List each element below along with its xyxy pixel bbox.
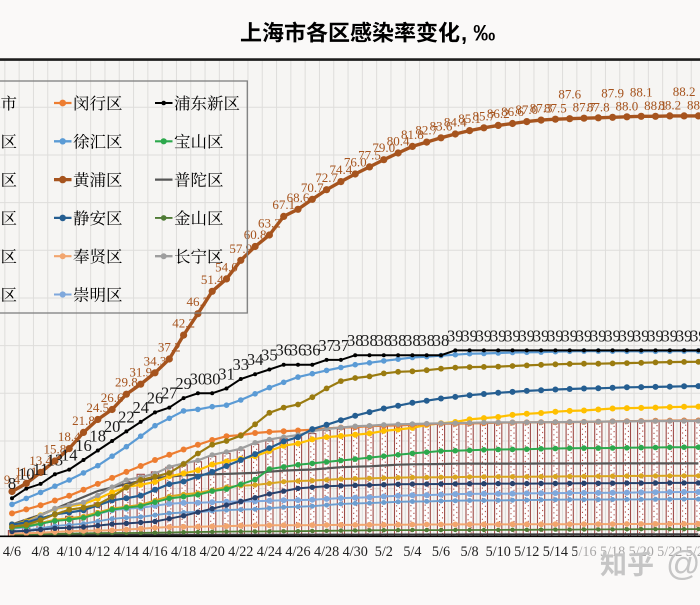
svg-text:63.2: 63.2	[258, 216, 281, 231]
svg-text:5/4: 5/4	[403, 544, 421, 560]
svg-text:34.3: 34.3	[144, 353, 167, 368]
svg-text:4/10: 4/10	[57, 544, 82, 560]
svg-text:37.2: 37.2	[158, 340, 181, 355]
svg-text:5/14: 5/14	[543, 544, 568, 560]
svg-text:88.0: 88.0	[616, 98, 639, 113]
svg-text:26.6: 26.6	[101, 390, 124, 405]
svg-text:4/6: 4/6	[3, 544, 21, 560]
svg-text:4/30: 4/30	[343, 544, 368, 560]
svg-text:4/20: 4/20	[200, 544, 225, 560]
svg-text:39: 39	[690, 326, 700, 345]
svg-text:8: 8	[8, 474, 16, 493]
svg-text:4/18: 4/18	[171, 544, 196, 560]
svg-text:4/28: 4/28	[314, 544, 339, 560]
svg-text:5/6: 5/6	[432, 544, 450, 560]
svg-text:88.2: 88.2	[658, 97, 681, 112]
svg-text:4/24: 4/24	[257, 544, 282, 560]
svg-text:4/16: 4/16	[142, 544, 167, 560]
svg-text:5/2: 5/2	[375, 544, 393, 560]
svg-text:@: @	[666, 545, 700, 583]
svg-text:, ‰: , ‰	[461, 21, 495, 46]
svg-text:54.0: 54.0	[215, 259, 238, 274]
svg-text:4/8: 4/8	[32, 544, 50, 560]
svg-text:46.7: 46.7	[187, 294, 210, 309]
svg-text:4/26: 4/26	[285, 544, 310, 560]
svg-text:42.2: 42.2	[172, 316, 195, 331]
svg-text:87.8: 87.8	[587, 99, 610, 114]
svg-text:5/8: 5/8	[461, 544, 479, 560]
svg-text:4/22: 4/22	[228, 544, 253, 560]
svg-text:87.5: 87.5	[544, 101, 567, 116]
svg-text:4/14: 4/14	[114, 544, 139, 560]
svg-text:88.2: 88.2	[687, 97, 700, 112]
svg-text:57.9: 57.9	[229, 241, 252, 256]
svg-text:5/12: 5/12	[514, 544, 539, 560]
svg-text:4/12: 4/12	[85, 544, 110, 560]
svg-text:5/10: 5/10	[486, 544, 511, 560]
